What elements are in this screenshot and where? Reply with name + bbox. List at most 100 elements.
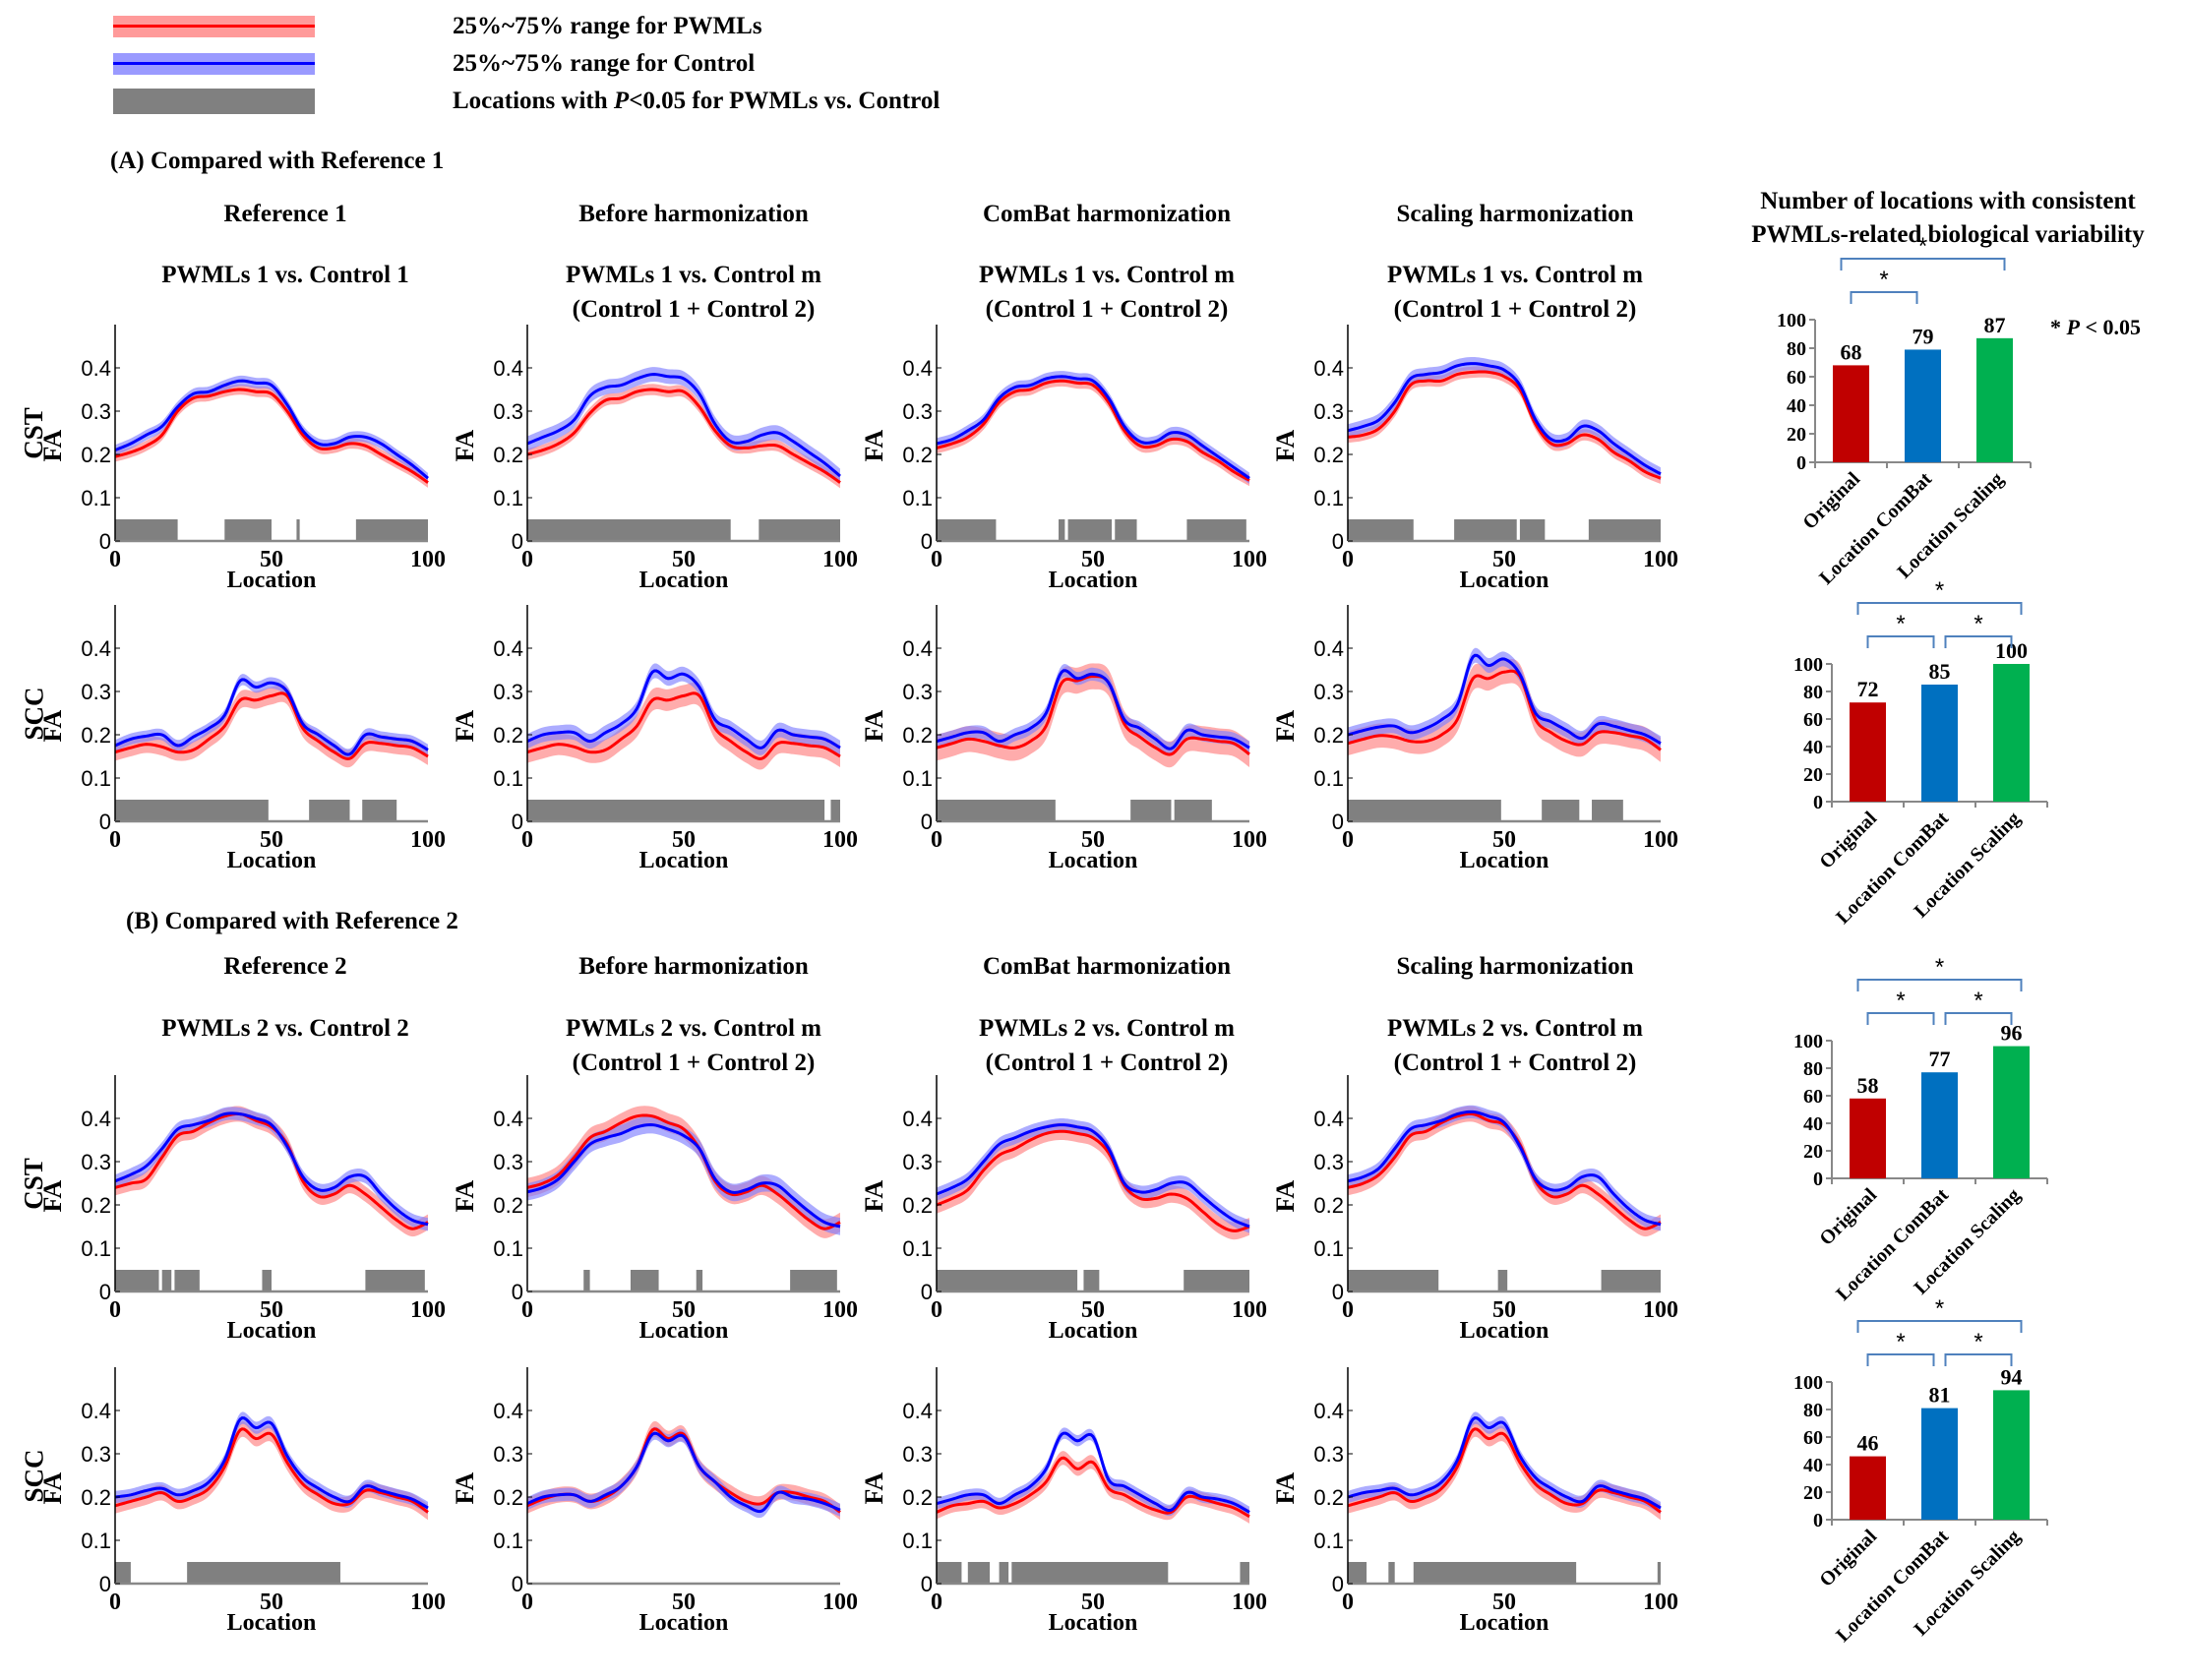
y-tick-label: 0.1 <box>81 766 111 791</box>
control-median-line <box>936 669 1250 750</box>
x-tick-label: 100 <box>1643 1297 1678 1323</box>
y-tick-label: 0 <box>1332 1280 1344 1304</box>
significance-bar <box>1011 1562 1169 1584</box>
x-tick-label: 0 <box>521 827 533 853</box>
bar-y-tick-label: 100 <box>1793 1031 1823 1052</box>
significance-bar <box>527 800 825 821</box>
y-tick-label: 0.2 <box>1313 1193 1344 1218</box>
x-tick-label: 100 <box>410 1590 446 1615</box>
significance-bar <box>937 1562 962 1584</box>
bar-value-label: 46 <box>1857 1431 1879 1456</box>
bar-panel-title-line2: PWMLs-related biological variability <box>1751 221 2145 248</box>
section-title-b: (B) Compared with Reference 2 <box>126 908 458 934</box>
y-tick-label: 0 <box>1332 529 1344 554</box>
pwml-iqr-band <box>1348 658 1661 762</box>
significance-bar <box>1592 800 1623 821</box>
y-axis-label: FA <box>38 430 67 462</box>
significance-bracket <box>1850 291 1918 304</box>
x-tick-label: 0 <box>931 547 942 572</box>
line-chart-A-SCC-scaling: 0 0.1 0.2 0.3 0.4 0 50 100 Location FA <box>1271 605 1678 873</box>
line-chart-B-CST-ref: 0 0.1 0.2 0.3 0.4 0 50 100 Location FA <box>38 1075 446 1344</box>
pwml-iqr-band <box>1348 366 1661 484</box>
y-tick-label: 0 <box>99 1572 111 1596</box>
pwml-median-line <box>114 388 429 484</box>
y-tick-label: 0 <box>921 1572 933 1596</box>
bar-y-tick-label: 60 <box>1803 1086 1823 1108</box>
legend-label-control: 25%~75% range for Control <box>453 50 756 77</box>
y-tick-label: 0.1 <box>493 1529 523 1553</box>
y-tick-label: 0.4 <box>1313 356 1344 381</box>
y-tick-label: 0.1 <box>81 1529 111 1553</box>
y-axis-label: FA <box>38 1472 67 1505</box>
y-tick-label: 0.2 <box>902 443 933 467</box>
significance-bar <box>630 1270 659 1291</box>
significance-bar <box>161 1270 172 1291</box>
y-tick-label: 0.4 <box>81 1399 111 1423</box>
control-median-line <box>936 375 1250 480</box>
line-chart-A-SCC-ref: 0 0.1 0.2 0.3 0.4 0 50 100 Location FA <box>38 605 446 873</box>
y-tick-label: 0.3 <box>493 1442 523 1467</box>
control-median-line <box>114 678 429 756</box>
x-tick-label: 50 <box>672 1297 696 1323</box>
legend-item-significance: Locations with P<0.05 for PWMLs vs. Cont… <box>113 87 940 116</box>
y-tick-label: 0.3 <box>902 399 933 424</box>
x-axis-label: Location <box>1460 568 1549 593</box>
bar-y-tick-label: 20 <box>1803 764 1823 786</box>
significance-bracket <box>1856 1320 2023 1333</box>
x-tick-label: 50 <box>672 827 696 853</box>
bar-y-tick-label: 60 <box>1787 367 1806 389</box>
x-tick-label: 0 <box>109 827 121 853</box>
bar-value-label: 68 <box>1841 339 1862 364</box>
y-tick-label: 0.4 <box>902 636 933 661</box>
x-tick-label: 0 <box>521 1590 533 1615</box>
significance-star: * <box>1973 1329 1982 1355</box>
significance-bar <box>1083 1270 1100 1291</box>
significance-bar <box>115 1562 131 1584</box>
control-iqr-band <box>527 1426 840 1519</box>
y-tick-label: 0 <box>512 1280 523 1304</box>
control-median-line <box>526 1123 841 1229</box>
y-tick-label: 0.4 <box>81 636 111 661</box>
column-subtitle: PWMLs 2 vs. Control 2 <box>161 1015 409 1042</box>
bar-y-tick-label: 0 <box>1813 792 1823 813</box>
x-axis-label: Location <box>1049 848 1138 873</box>
column-title: Before harmonization <box>578 201 809 227</box>
x-tick-label: 50 <box>260 547 283 572</box>
x-tick-label: 0 <box>1342 1297 1354 1323</box>
y-axis-label: FA <box>1271 710 1300 743</box>
significance-bar <box>1174 800 1212 821</box>
x-tick-label: 50 <box>1492 1590 1516 1615</box>
column-subtitle: PWMLs 1 vs. Control m <box>566 262 821 288</box>
legend-swatch-control <box>113 53 315 75</box>
bar-y-tick-label: 100 <box>1793 1372 1823 1394</box>
x-tick-label: 50 <box>672 1590 696 1615</box>
x-tick-label: 100 <box>1232 1590 1267 1615</box>
significance-star: * <box>1896 1329 1905 1355</box>
pwml-median-line <box>936 1129 1250 1232</box>
x-tick-label: 0 <box>109 1297 121 1323</box>
control-median-line <box>1347 362 1662 476</box>
x-tick-label: 50 <box>672 547 696 572</box>
pwml-iqr-band <box>937 663 1249 768</box>
x-tick-label: 0 <box>931 827 942 853</box>
significance-bar <box>224 519 272 541</box>
significance-bracket <box>1866 1353 1935 1366</box>
line-chart-B-CST-scaling: 0 0.1 0.2 0.3 0.4 0 50 100 Location FA <box>1271 1075 1678 1344</box>
y-axis-label: FA <box>38 710 67 743</box>
y-axis-label: FA <box>1271 430 1300 462</box>
significance-bar <box>365 1270 425 1291</box>
significance-bar <box>1240 1562 1249 1584</box>
pwml-median-line <box>526 1113 841 1230</box>
y-tick-label: 0.2 <box>493 723 523 748</box>
pwml-median-line <box>1347 370 1662 480</box>
control-iqr-band <box>1348 647 1661 751</box>
y-tick-label: 0.1 <box>81 1236 111 1261</box>
significance-bar <box>1184 1270 1249 1291</box>
line-chart-B-SCC-before: 0 0.1 0.2 0.3 0.4 0 50 100 Location FA <box>451 1367 858 1636</box>
y-tick-label: 0.4 <box>493 1399 523 1423</box>
column-subtitle: PWMLs 1 vs. Control m <box>979 262 1235 288</box>
significance-bar <box>1588 519 1661 541</box>
